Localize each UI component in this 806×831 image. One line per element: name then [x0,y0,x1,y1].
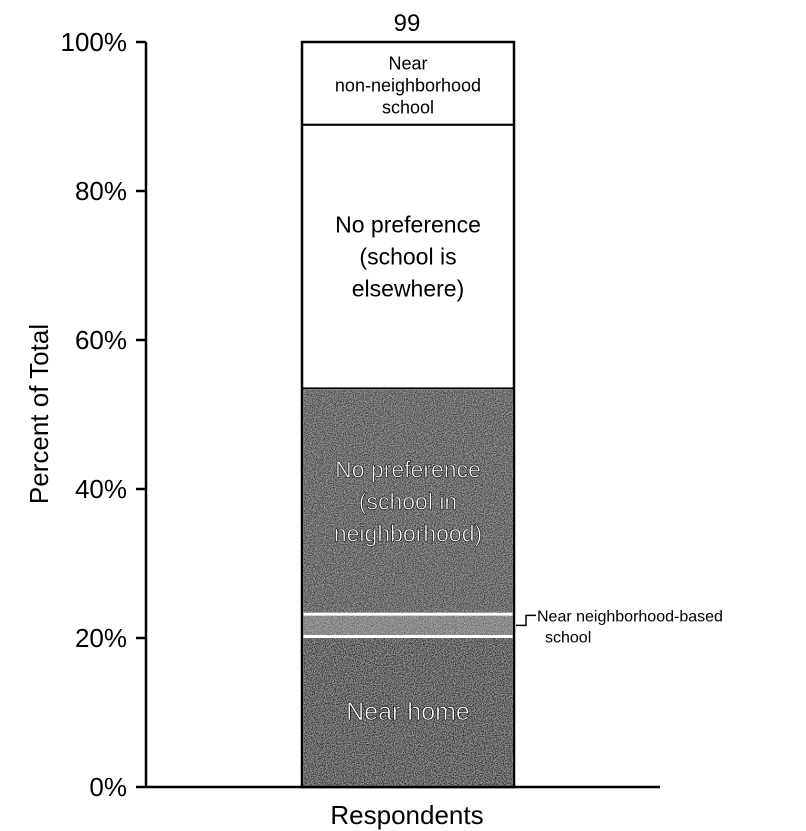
y-tick-label: 20% [75,623,127,653]
segment-label-line: school [382,97,434,117]
y-tick-label: 100% [61,27,128,57]
segment-label-line: No preference [335,212,481,238]
segment-label-line: No preference [335,456,481,482]
segment-labels: Near home No preference (school in neighbor… [334,53,483,726]
callout-label-line: school [545,629,591,646]
y-tick-label: 0% [89,772,127,802]
callout-line [516,614,536,627]
y-axis: 0% 20% 40% 60% 80% 100% [61,27,660,802]
callout-label-line: Near neighborhood-based [537,608,723,625]
segment-label-line: (school is [359,244,456,270]
callout-annotations: Near neighborhood-based school [516,608,723,646]
y-axis-title: Percent of Total [24,324,54,504]
y-tick-label: 40% [75,474,127,504]
y-tick-label: 80% [75,176,127,206]
plot-area: Near home No preference (school in neighbor… [24,10,723,830]
bar-segment-near-neighborhood-school [300,612,516,639]
segment-label-line: (school in [359,488,457,514]
segment-label-line: Near [388,53,427,73]
x-category-label: Respondents [330,800,483,830]
segment-label-line: Near home [346,698,470,726]
segment-label-line: neighborhood) [334,520,482,546]
segment-label-line: elsewhere) [352,276,465,302]
bar-segment-near-home [300,635,516,789]
bar-segments [300,40,516,789]
segment-label-line: non-neighborhood [335,75,481,95]
y-ticks: 0% 20% 40% 60% 80% 100% [61,27,146,802]
y-tick-label: 60% [75,325,127,355]
bar-total-label: 99 [394,10,421,37]
bar-segment-no-pref-in-neighborhood [300,386,516,616]
